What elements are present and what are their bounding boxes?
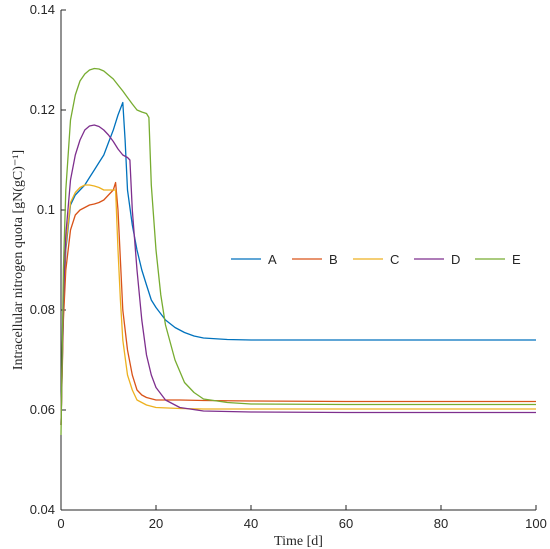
legend-label-b: B xyxy=(329,252,338,267)
y-tick-label: 0.14 xyxy=(30,2,55,17)
y-axis-label: Intracellular nitrogen quota [gN(gC)⁻¹] xyxy=(11,150,26,370)
plot-area: 0.04 0.06 0.08 0.1 0.12 0.14 0 20 40 60 80 100 xyxy=(30,2,547,531)
y-tick-label: 0.08 xyxy=(30,302,55,317)
legend: A B C D E xyxy=(231,252,521,267)
x-tick-label: 20 xyxy=(149,516,163,531)
x-tick-label: 40 xyxy=(244,516,258,531)
y-tick-label: 0.04 xyxy=(30,502,55,517)
series-line-b xyxy=(60,181,536,426)
legend-label-e: E xyxy=(512,252,521,267)
series-lines xyxy=(60,67,536,436)
x-tick-label: 0 xyxy=(57,516,64,531)
series-line-e xyxy=(60,67,536,436)
x-tick-label: 60 xyxy=(339,516,353,531)
legend-label-a: A xyxy=(268,252,277,267)
x-tick-label: 100 xyxy=(525,516,547,531)
y-tick-label: 0.12 xyxy=(30,102,55,117)
legend-label-c: C xyxy=(390,252,399,267)
series-line-a xyxy=(60,101,536,426)
series-line-d xyxy=(60,124,536,426)
legend-label-d: D xyxy=(451,252,460,267)
x-axis-ticks: 0 20 40 60 80 100 xyxy=(57,505,547,531)
x-tick-label: 80 xyxy=(434,516,448,531)
y-axis-ticks: 0.04 0.06 0.08 0.1 0.12 0.14 xyxy=(30,2,66,517)
x-axis-label: Time [d] xyxy=(274,534,323,549)
y-tick-label: 0.06 xyxy=(30,402,55,417)
y-tick-label: 0.1 xyxy=(37,202,55,217)
